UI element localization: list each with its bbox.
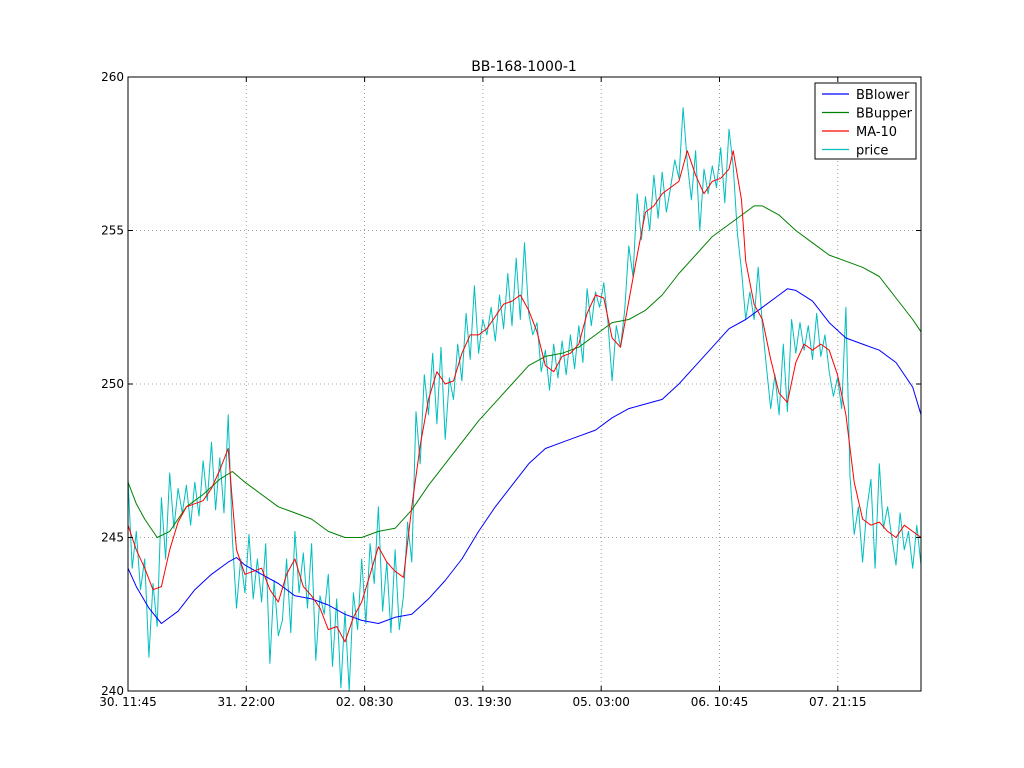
series-lines (127, 107, 922, 692)
legend-label: BBlower (856, 88, 910, 103)
series-line-price (127, 107, 922, 692)
legend-label: MA-10 (856, 125, 897, 140)
x-tick-label: 07. 21:15 (809, 695, 866, 709)
y-tick-label: 245 (101, 531, 124, 545)
x-tick-label: 03. 19:30 (454, 695, 511, 709)
chart-title: BB-168-1000-1 (471, 59, 577, 75)
x-tick-label: 06. 10:45 (691, 695, 748, 709)
x-tick-label: 05. 03:00 (572, 695, 629, 709)
legend-label: BBupper (856, 107, 913, 122)
legend-box (814, 82, 917, 160)
series-line-bbupper (127, 205, 922, 538)
x-tick-label: 02. 08:30 (336, 695, 393, 709)
y-tick-label: 255 (101, 224, 124, 238)
y-tick-label: 260 (101, 70, 124, 84)
y-tick-label: 250 (101, 377, 124, 391)
x-tick-label: 31. 22:00 (218, 695, 275, 709)
series-line-ma-10 (127, 150, 922, 643)
x-tick-label: 30. 11:45 (99, 695, 156, 709)
legend-label: price (856, 144, 888, 159)
axis-ticks: 240 245 250 255 260 30. 11:45 31. 22:00 02. 08:… (99, 70, 921, 709)
y-tick-label: 240 (101, 684, 124, 698)
legend: BBlower BBupper MA-10 price (814, 82, 917, 160)
